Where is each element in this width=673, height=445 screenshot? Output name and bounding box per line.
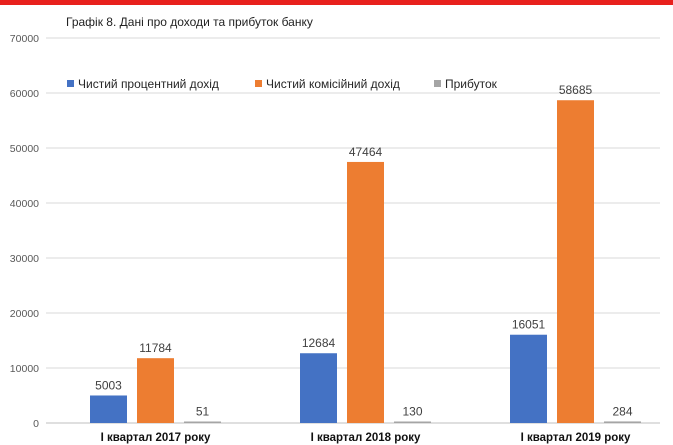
bars bbox=[90, 100, 641, 424]
bar bbox=[347, 161, 384, 423]
y-tick-label: 50000 bbox=[10, 143, 39, 155]
y-tick-label: 40000 bbox=[10, 198, 39, 210]
bar bbox=[510, 334, 547, 423]
category-label: І квартал 2019 року bbox=[521, 432, 631, 444]
category-labels: І квартал 2017 року І квартал 2018 року І … bbox=[101, 432, 631, 444]
legend-label: Чистий процентний дохід bbox=[78, 77, 219, 91]
legend-swatch bbox=[255, 80, 262, 87]
legend-label: Прибуток bbox=[445, 77, 498, 91]
data-labels: 5003 11784 51 12684 47464 130 16051 58685 284 bbox=[95, 83, 633, 418]
data-label: 47464 bbox=[349, 145, 383, 159]
y-tick-label: 20000 bbox=[10, 308, 39, 320]
bar bbox=[604, 421, 641, 423]
y-axis-ticks: 0 10000 20000 30000 40000 50000 60000 70000 bbox=[10, 33, 39, 430]
data-label: 12684 bbox=[302, 336, 336, 350]
data-label: 130 bbox=[402, 405, 422, 419]
bar bbox=[300, 353, 337, 423]
category-label: І квартал 2018 року bbox=[311, 432, 421, 444]
y-tick-label: 70000 bbox=[10, 33, 39, 45]
y-tick-label: 0 bbox=[33, 418, 39, 430]
data-label: 11784 bbox=[139, 341, 172, 355]
y-tick-label: 60000 bbox=[10, 88, 39, 100]
top-accent-bar bbox=[0, 0, 673, 5]
bar bbox=[184, 421, 221, 423]
data-label: 284 bbox=[612, 404, 632, 418]
legend: Чистий процентний дохід Чистий комісійний… bbox=[67, 77, 498, 91]
legend-label: Чистий комісійний дохід bbox=[266, 77, 400, 91]
bar bbox=[394, 421, 431, 423]
y-tick-label: 10000 bbox=[10, 363, 39, 375]
bar bbox=[90, 395, 127, 423]
y-tick-label: 30000 bbox=[10, 253, 39, 265]
chart-title: Графік 8. Дані про доходи та прибуток ба… bbox=[66, 15, 313, 29]
legend-swatch bbox=[434, 80, 441, 87]
data-label: 58685 bbox=[559, 83, 593, 97]
data-label: 16051 bbox=[512, 318, 546, 332]
data-label: 5003 bbox=[95, 378, 122, 392]
legend-swatch bbox=[67, 80, 74, 87]
bar bbox=[557, 100, 594, 424]
bar bbox=[137, 358, 174, 423]
data-label: 51 bbox=[196, 405, 210, 419]
category-label: І квартал 2017 року bbox=[101, 432, 211, 444]
